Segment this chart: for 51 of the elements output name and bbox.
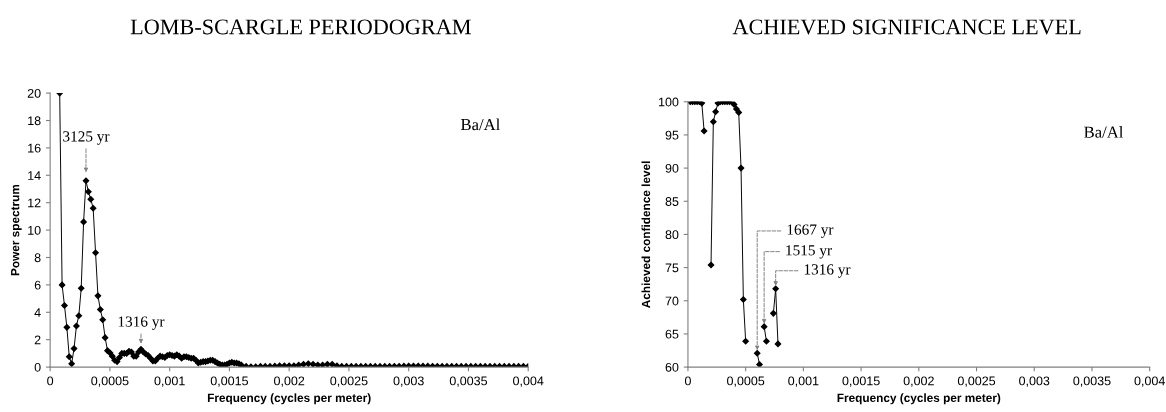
y-tick-label: 16: [28, 143, 41, 153]
annotation: Ba/Al: [460, 118, 500, 131]
y-tick-label: 12: [28, 198, 41, 208]
x-tick-label: 0: [684, 376, 691, 386]
y-axis-title: Achieved confidence level: [641, 161, 651, 308]
x-tick-label: 0,002: [274, 376, 305, 387]
annotation: 1515 yr: [786, 245, 832, 259]
x-tick-label: 0,0015: [210, 376, 248, 387]
x-tick-label: 0,0015: [842, 376, 880, 387]
y-tick-label: 85: [665, 197, 679, 206]
x-axis-title: Frequency (cycles per meter): [207, 393, 371, 405]
y-tick-label: 20: [27, 88, 41, 98]
y-tick-label: 60: [665, 362, 679, 372]
y-tick-label: 80: [665, 230, 679, 240]
x-tick-label: 0,0025: [957, 376, 996, 387]
x-tick-label: 0,001: [788, 376, 819, 387]
annotation: 1316 yr: [118, 316, 165, 330]
y-tick-label: 95: [665, 130, 679, 140]
y-tick-label: 10: [28, 225, 41, 235]
annotation: Ba/Al: [1084, 126, 1124, 138]
y-tick-label: 4: [34, 308, 41, 317]
y-tick-label: 0: [34, 362, 41, 372]
y-tick-label: 8: [34, 253, 41, 263]
x-tick-label: 0,0005: [727, 376, 765, 387]
x-tick-label: 0,003: [393, 376, 424, 387]
x-tick-label: 0,004: [1134, 376, 1165, 387]
chart-title: LOMB-SCARGLE PERIODOGRAM: [130, 19, 471, 35]
y-tick-label: 75: [665, 263, 679, 273]
y-tick-label: 65: [665, 329, 679, 339]
y-tick-label: 6: [34, 280, 41, 290]
x-tick-label: 0,0035: [1073, 376, 1111, 387]
chart-title: ACHIEVED SIGNIFICANCE LEVEL: [732, 19, 1081, 35]
x-axis-title: Frequency (cycles per meter): [837, 393, 1001, 405]
x-tick-label: 0: [47, 376, 54, 386]
x-tick-label: 0,0035: [449, 376, 488, 387]
annotation: 3125 yr: [63, 131, 110, 145]
y-tick-label: 100: [659, 97, 679, 107]
x-tick-label: 0,003: [1019, 376, 1050, 387]
annotation: 1316 yr: [804, 264, 851, 278]
annotation: 1667 yr: [787, 224, 834, 238]
y-tick-label: 70: [665, 296, 679, 306]
y-tick-label: 90: [665, 163, 679, 173]
x-tick-label: 0,001: [154, 376, 185, 387]
y-axis-title: Power spectrum: [11, 184, 22, 276]
x-tick-label: 0,0025: [330, 376, 368, 387]
y-tick-label: 14: [28, 171, 41, 180]
y-tick-label: 18: [28, 116, 41, 126]
x-tick-label: 0,002: [903, 376, 934, 387]
x-tick-label: 0,004: [513, 376, 544, 387]
x-tick-label: 0,0005: [91, 376, 129, 387]
y-tick-label: 2: [34, 335, 41, 345]
